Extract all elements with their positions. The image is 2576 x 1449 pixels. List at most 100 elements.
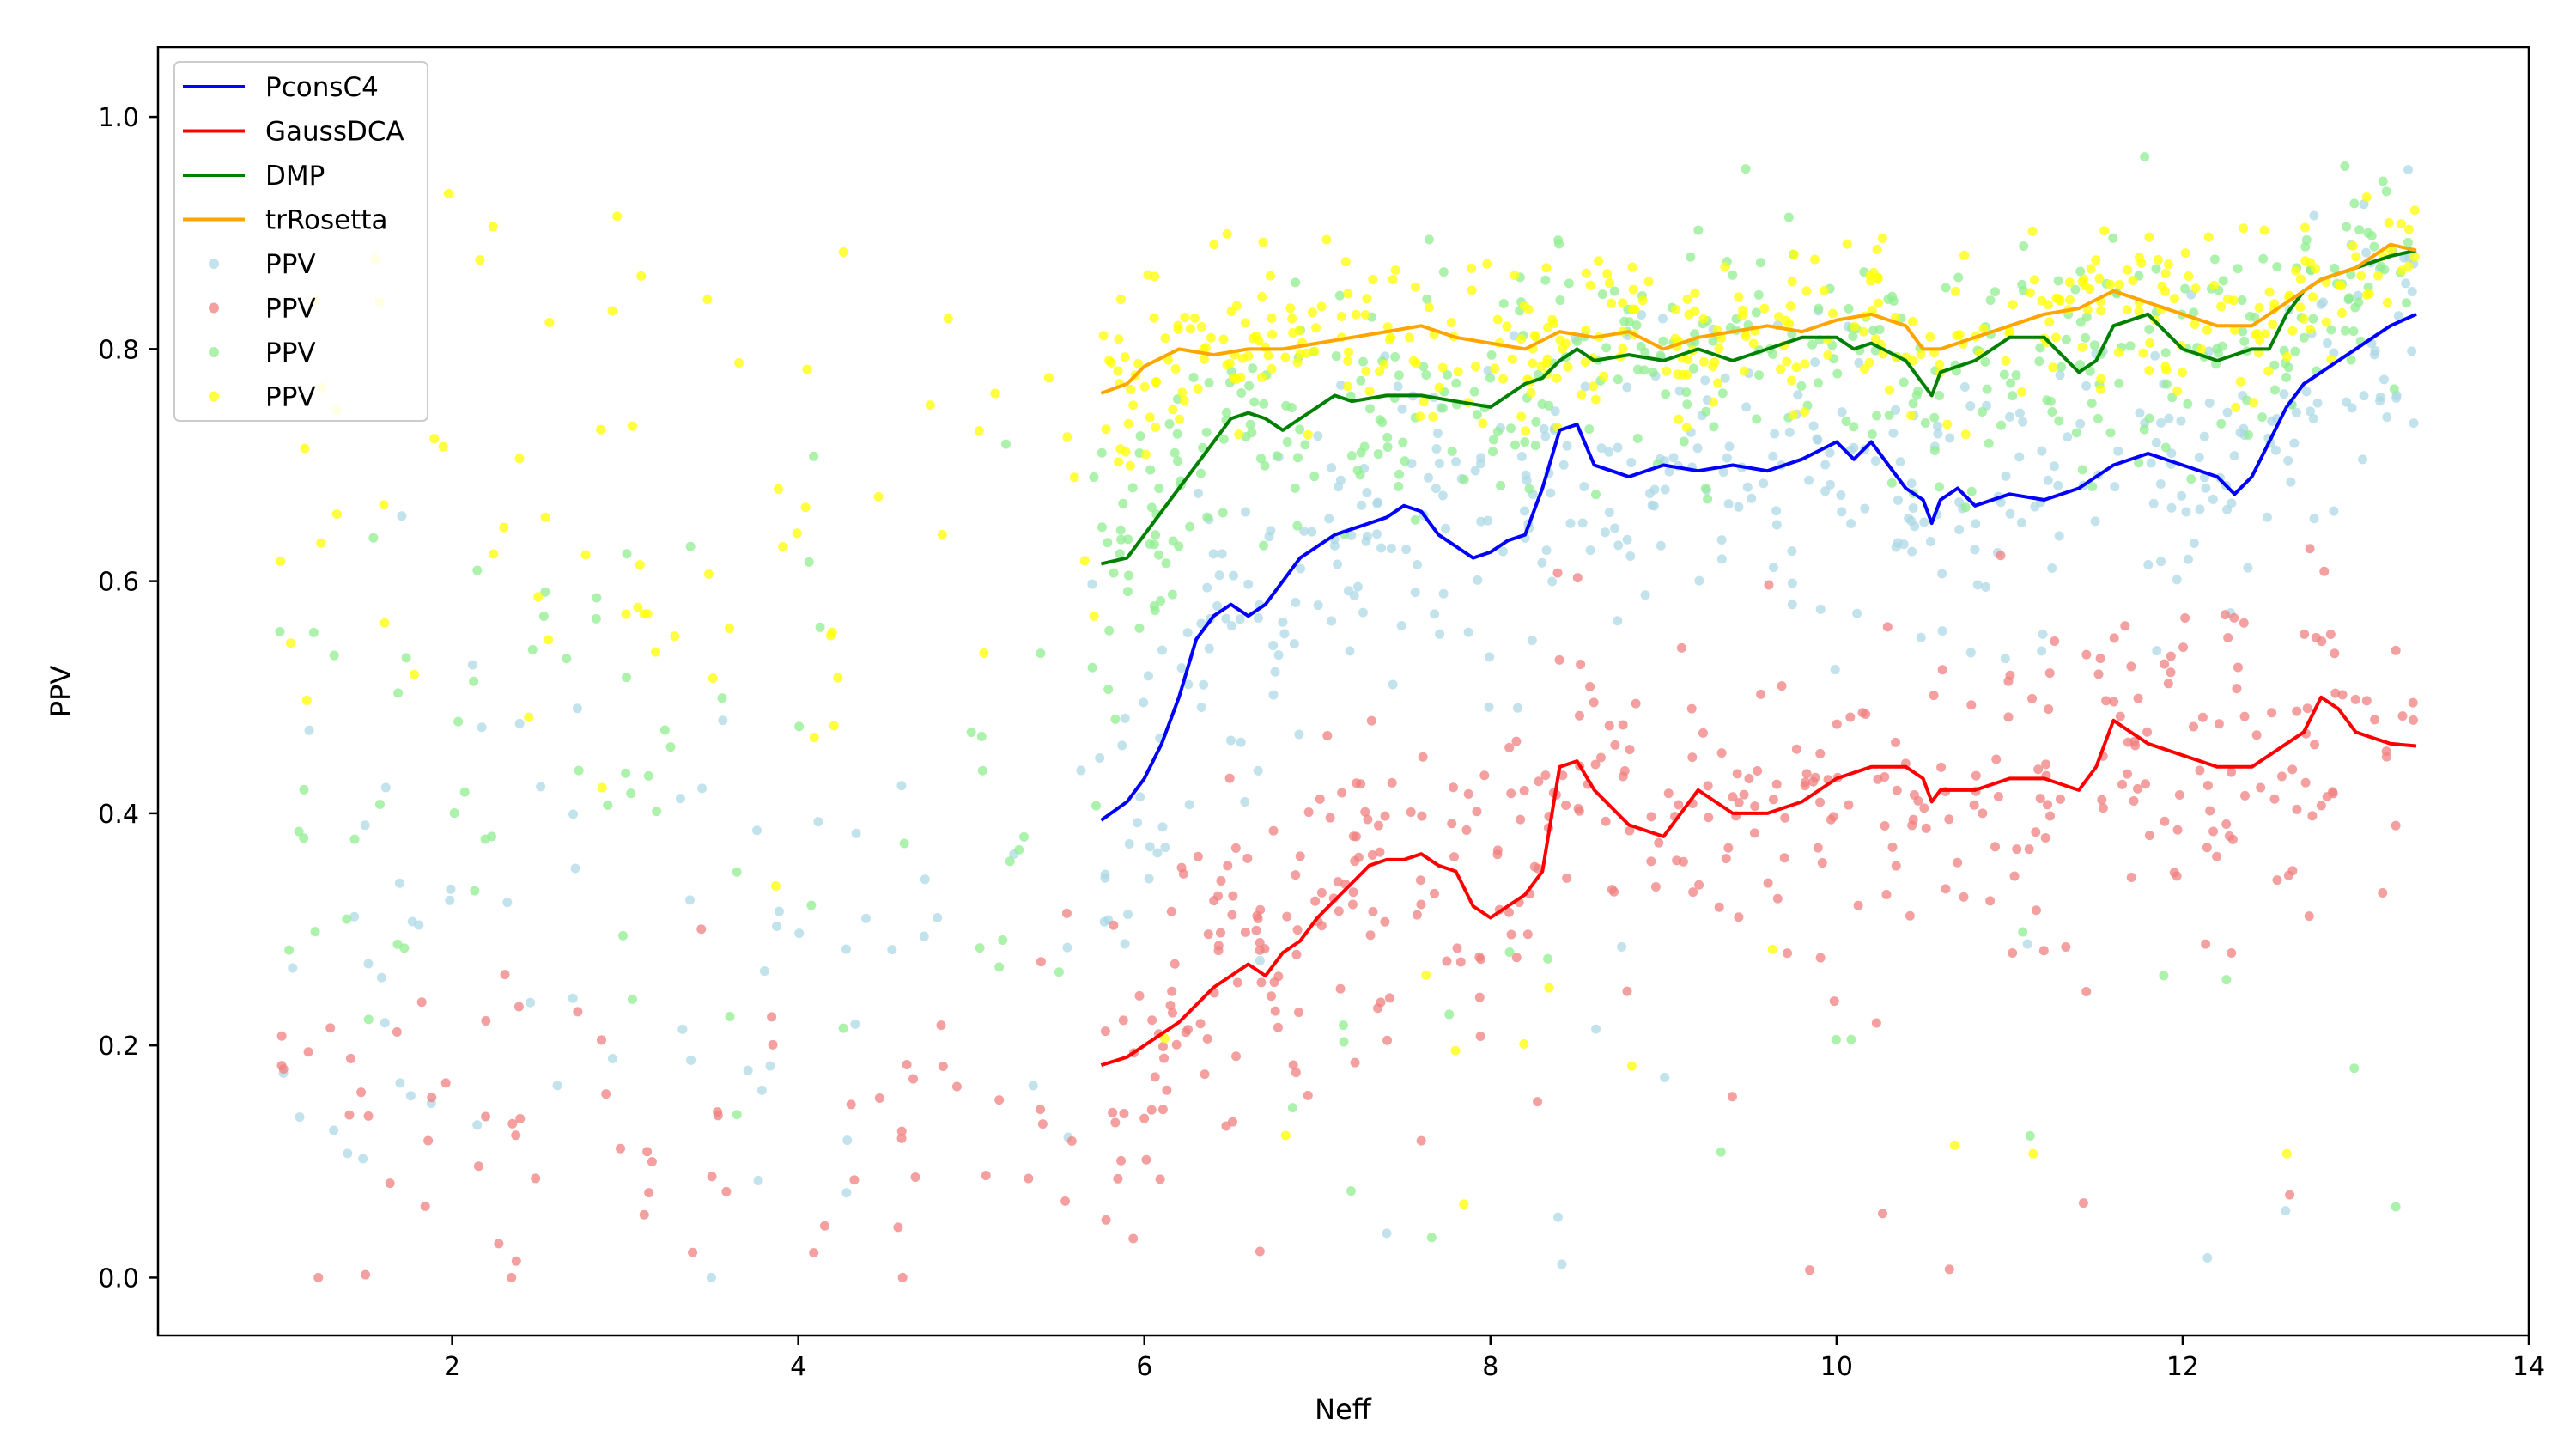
scatter-point	[2157, 282, 2167, 292]
scatter-point	[1755, 258, 1765, 268]
scatter-point	[647, 1156, 657, 1166]
scatter-point	[1683, 355, 1693, 365]
scatter-point	[329, 650, 339, 661]
scatter-point	[756, 1085, 767, 1095]
scatter-point	[860, 913, 871, 923]
scatter-point	[1632, 364, 1643, 374]
scatter-point	[1292, 453, 1303, 463]
scatter-point	[2005, 326, 2015, 337]
scatter-point	[1893, 538, 1903, 548]
scatter-point	[2239, 711, 2250, 721]
scatter-point	[1387, 777, 1397, 788]
scatter-point	[2011, 370, 2021, 381]
scatter-point	[1115, 295, 1126, 305]
scatter-point	[1163, 355, 1174, 365]
scatter-point	[1972, 580, 1983, 590]
scatter-point	[410, 669, 420, 679]
scatter-point	[2144, 831, 2154, 841]
scatter-point	[874, 1093, 884, 1103]
scatter-point	[2223, 633, 2233, 643]
scatter-point	[2254, 302, 2264, 313]
scatter-point	[1885, 385, 1895, 395]
scatter-point	[1749, 828, 1759, 838]
scatter-point	[2122, 305, 2132, 315]
scatter-point	[2031, 827, 2041, 837]
scatter-point	[1410, 282, 1420, 292]
scatter-point	[1577, 389, 1587, 399]
scatter-point	[1590, 490, 1601, 500]
scatter-point	[1523, 304, 1534, 314]
scatter-point	[1475, 1031, 1485, 1041]
scatter-point	[1185, 324, 1195, 334]
scatter-point	[544, 317, 555, 327]
scatter-point	[1256, 977, 1267, 988]
scatter-point	[2163, 679, 2173, 689]
scatter-point	[2342, 397, 2352, 407]
scatter-point	[2101, 696, 2111, 706]
scatter-point	[1698, 728, 1708, 738]
scatter-point	[1688, 887, 1698, 898]
scatter-point	[2376, 261, 2386, 271]
scatter-point	[2289, 438, 2300, 448]
x-tick-label: 2	[444, 1352, 460, 1382]
scatter-point	[2172, 575, 2182, 585]
scatter-point	[1596, 443, 1607, 454]
scatter-point	[1382, 1228, 1392, 1239]
scatter-point	[887, 945, 897, 955]
scatter-point	[1168, 536, 1178, 546]
scatter-point	[2382, 412, 2392, 423]
scatter-point	[1291, 597, 1301, 607]
scatter-point	[392, 939, 403, 949]
scatter-point	[1159, 1053, 1170, 1063]
scatter-point	[1037, 1119, 1048, 1129]
scatter-point	[2269, 794, 2280, 804]
scatter-point	[445, 895, 455, 905]
scatter-point	[1488, 435, 1498, 445]
scatter-point	[1672, 855, 1682, 866]
scatter-point	[2370, 715, 2380, 725]
scatter-point	[1244, 381, 1255, 391]
scatter-point	[2290, 346, 2300, 356]
scatter-point	[1156, 595, 1166, 606]
scatter-point	[1364, 386, 1375, 396]
scatter-point	[1887, 842, 1898, 852]
scatter-point	[2087, 481, 2098, 491]
scatter-point	[1668, 453, 1679, 463]
scatter-point	[1860, 503, 1870, 514]
scatter-point	[899, 838, 909, 849]
scatter-point	[1350, 856, 1360, 867]
scatter-point	[1459, 1199, 1469, 1209]
scatter-point	[1161, 558, 1171, 569]
scatter-point	[1844, 800, 1854, 810]
scatter-point	[1848, 331, 1858, 341]
scatter-point	[502, 898, 513, 908]
scatter-point	[1097, 522, 1107, 533]
scatter-point	[2309, 210, 2319, 221]
scatter-point	[1360, 807, 1370, 817]
scatter-point	[1622, 534, 1632, 545]
scatter-point	[2208, 826, 2219, 837]
scatter-point	[732, 867, 742, 877]
scatter-point	[1793, 390, 1803, 400]
scatter-point	[1741, 164, 1751, 174]
scatter-point	[1279, 629, 1290, 639]
scatter-point	[1985, 295, 1996, 306]
scatter-point	[1580, 357, 1590, 368]
scatter-point	[1504, 907, 1514, 917]
scatter-point	[1674, 800, 1684, 810]
scatter-point	[1969, 800, 1979, 810]
scatter-point	[2108, 233, 2118, 243]
scatter-point	[1123, 418, 1133, 429]
scatter-point	[2194, 452, 2204, 462]
scatter-point	[1502, 321, 1512, 332]
scatter-point	[2259, 225, 2269, 235]
scatter-point	[1602, 269, 1613, 279]
scatter-point	[1844, 303, 1854, 314]
scatter-point	[1941, 283, 1951, 293]
scatter-point	[1162, 1085, 1172, 1095]
scatter-point	[1663, 788, 1674, 799]
scatter-point	[2235, 376, 2245, 387]
scatter-point	[1919, 517, 1929, 527]
scatter-point	[2195, 765, 2205, 776]
scatter-point	[1066, 1135, 1077, 1146]
